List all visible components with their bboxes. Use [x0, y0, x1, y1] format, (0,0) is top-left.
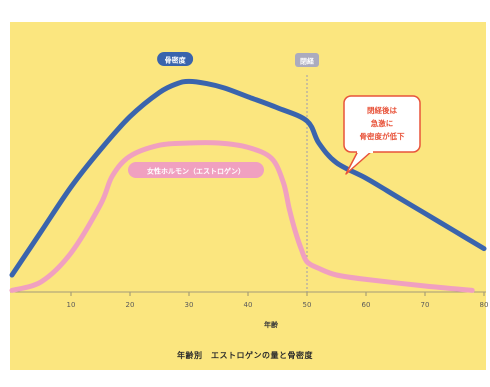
hormone-line [9, 140, 475, 293]
callout-text-line: 閉経後は [367, 105, 397, 115]
x-tick-label: 80 [480, 301, 489, 309]
x-tick-label: 20 [126, 301, 135, 309]
x-tick-label: 70 [421, 301, 430, 309]
bone-density-label: 骨密度 [165, 56, 187, 65]
callout-text-line: 骨密度が低下 [360, 131, 405, 141]
chart-caption: 年齢別 エストロゲンの量と骨密度 [177, 351, 313, 360]
x-tick-label: 60 [362, 301, 371, 309]
callout-pointer [345, 150, 373, 175]
x-tick-label: 40 [244, 301, 253, 309]
callout-text-line: 急激に [371, 118, 394, 128]
x-tick-label: 30 [185, 301, 194, 309]
x-tick-label: 10 [67, 301, 76, 309]
x-axis-label: 年齢 [264, 320, 279, 329]
menopause-label: 閉経 [300, 57, 315, 66]
callout-box [343, 95, 421, 153]
hormone-label: 女性ホルモン（エストロゲン） [147, 167, 245, 176]
bone-density-label-bg [157, 52, 194, 66]
hormone-label-bg [128, 162, 264, 178]
callout-pointer-mask [357, 149, 373, 153]
menopause-label-bg [295, 53, 319, 67]
x-tick-label: 50 [303, 301, 312, 309]
chart-background [10, 22, 486, 370]
bone-density-line [9, 78, 487, 278]
